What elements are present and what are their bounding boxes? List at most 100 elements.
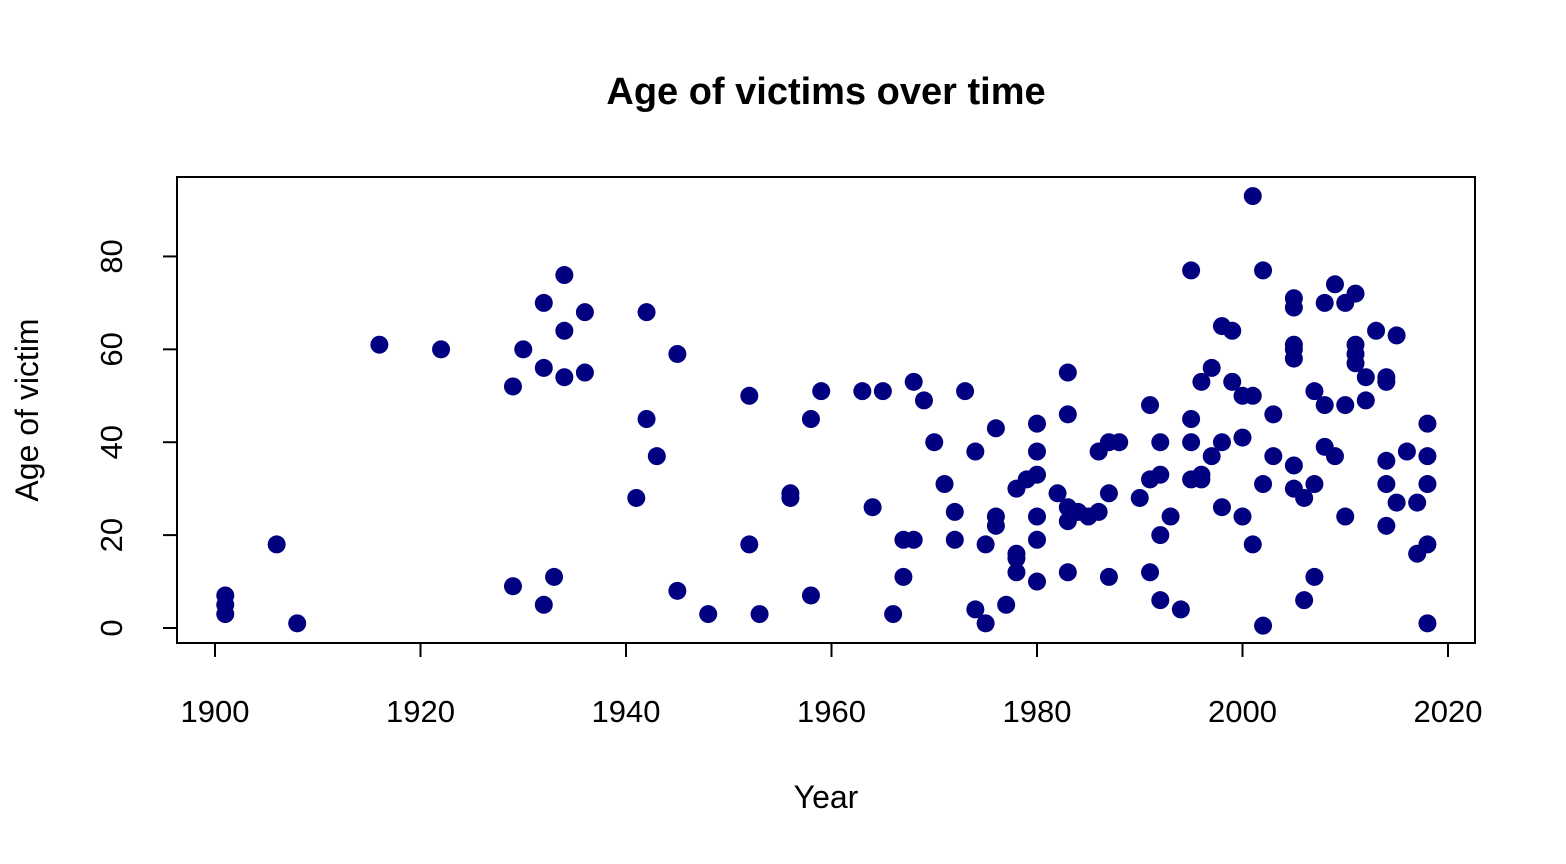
data-point [966,600,985,619]
data-point [1192,372,1211,391]
data-point [873,382,892,401]
data-point [1212,433,1231,452]
chart-title: Age of victims over time [606,71,1045,113]
data-point [545,567,564,586]
data-point [503,577,522,596]
x-tick-label: 2020 [1414,694,1483,729]
data-point [801,586,820,605]
data-point [750,605,769,624]
data-point [699,605,718,624]
data-point [1305,475,1324,494]
data-point [1028,414,1046,433]
data-point [1418,614,1437,633]
y-tick-label: 60 [94,332,129,366]
data-point [1295,591,1314,610]
data-point [1284,456,1303,475]
data-point [1377,451,1396,470]
data-point [1192,470,1211,489]
data-point [1028,572,1046,591]
data-point [1346,284,1365,303]
data-point [997,595,1016,614]
data-point [1130,488,1149,507]
data-point [1305,567,1324,586]
data-point [781,488,800,507]
y-tick-label: 0 [94,619,129,636]
data-point [216,605,235,624]
data-point [1336,396,1355,415]
data-point [1171,600,1190,619]
y-tick-label: 40 [94,425,129,459]
data-point [1418,475,1437,494]
data-point [914,391,933,410]
data-point [1223,321,1242,340]
data-point [1418,535,1437,554]
data-point [1387,326,1406,345]
x-axis-label: Year [794,779,859,815]
data-point [1151,526,1170,545]
data-point [1284,349,1303,368]
data-point [668,344,687,363]
data-point [1182,261,1201,280]
data-point [288,614,307,633]
data-point [637,303,656,322]
data-point [1387,493,1406,512]
data-point [1305,382,1324,401]
data-point [1028,530,1046,549]
data-point [1099,567,1118,586]
data-point [812,382,831,401]
data-point [853,382,872,401]
data-point [1141,563,1160,582]
data-point [1058,405,1077,424]
y-tick-label: 20 [94,518,129,552]
data-point [555,368,574,387]
data-point [1182,410,1201,428]
data-point [1058,563,1077,582]
data-point [1233,428,1252,447]
data-point [370,335,389,354]
data-point [1346,354,1365,373]
data-point [884,605,903,624]
data-point [503,377,522,396]
data-point [1089,502,1108,521]
data-point [668,581,687,600]
data-point [1325,447,1344,466]
y-axis-label: Age of victim [9,318,45,501]
data-point [637,410,656,428]
data-point [1151,591,1170,610]
data-point [945,502,964,521]
data-point [976,614,995,633]
data-point [1233,507,1252,526]
data-point [1408,493,1427,512]
data-point [575,363,594,382]
data-point [1223,372,1242,391]
x-tick-label: 1960 [797,694,866,729]
data-point [904,530,923,549]
data-point [1315,293,1334,312]
data-point [1243,386,1262,405]
data-point [647,447,666,466]
data-point [1418,414,1437,433]
data-point [1418,447,1437,466]
data-point [575,303,594,322]
y-axis: 0 20 40 60 80 [94,239,178,637]
x-axis: 1900 1920 1940 1960 1980 2000 2020 [181,642,1483,729]
data-point [1028,507,1046,526]
data-point [986,419,1005,438]
data-point [534,358,553,377]
data-point [966,442,985,461]
x-tick-label: 1900 [181,694,250,729]
data-point [432,340,451,359]
data-point [1264,405,1283,424]
data-point [904,372,923,391]
data-point [1243,187,1262,206]
data-point [986,516,1005,535]
data-point [1028,465,1046,484]
data-point [1182,433,1201,452]
x-tick-label: 1940 [592,694,661,729]
data-point [1315,396,1334,415]
x-tick-label: 1980 [1003,694,1072,729]
data-point [1336,507,1355,526]
data-point [1007,549,1026,568]
x-tick-label: 2000 [1208,694,1277,729]
